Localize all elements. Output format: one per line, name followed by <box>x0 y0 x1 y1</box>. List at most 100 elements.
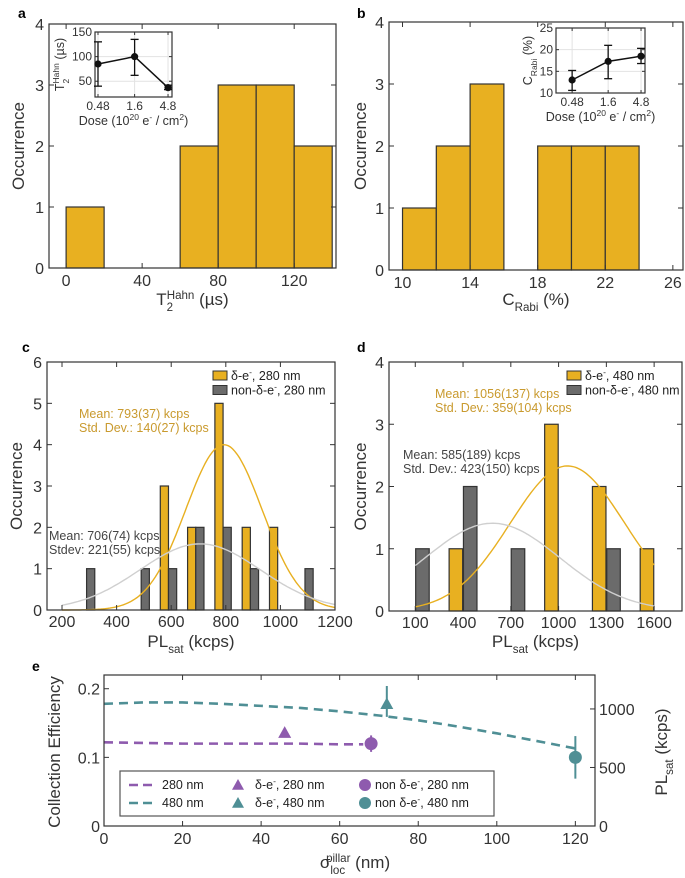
legend-label: δ-e-, 480 nm <box>255 794 325 810</box>
label-part: - <box>628 382 631 392</box>
label-part: δ-e <box>255 778 273 792</box>
label-part: 2 <box>167 302 173 314</box>
x-axis-label: T2Hahn (µs) <box>156 290 228 314</box>
label-part: , 280 nm <box>276 778 325 792</box>
x-axis-label: PLsat (kcps) <box>492 632 579 656</box>
y-axis-label: Occurrence <box>9 102 28 190</box>
y-tick-label: 0.1 <box>78 750 100 767</box>
label-part: sat <box>664 759 676 775</box>
histogram-bar <box>604 145 640 271</box>
label-part: C <box>502 290 514 309</box>
x-axis-label: σlocpillar (nm) <box>320 853 390 877</box>
x-tick-label: 400 <box>103 614 130 631</box>
legend-item: 280 nm <box>129 778 204 792</box>
x-tick-label: 60 <box>331 831 349 848</box>
fit-annotation: Mean: 1056(137) kcps <box>435 387 559 401</box>
label-part: ) <box>651 110 655 124</box>
legend-label: non δ-e-, 480 nm <box>375 794 469 810</box>
legend-swatch <box>212 370 228 381</box>
y-axis-label: Occurrence <box>351 443 370 531</box>
y-tick-label: 3 <box>375 77 384 94</box>
y-tick-label: 0 <box>35 261 44 278</box>
circle-marker <box>359 779 371 791</box>
y-tick-label: 4 <box>375 355 384 372</box>
x-tick-label: 0 <box>100 831 109 848</box>
label-part: Occurrence <box>351 443 370 531</box>
histogram-bar <box>186 526 197 611</box>
legend-item: non δ-e-, 480 nm <box>359 794 469 810</box>
label-part: pillar <box>326 853 351 865</box>
panel-d: 100 400 700 1000 1300 1600 0 1 2 3 4 PLsat (kcps) Oc… <box>351 355 683 656</box>
label-part: δ-e <box>585 369 603 383</box>
label-part: non-δ-e <box>585 384 628 398</box>
label-part: - <box>417 794 420 804</box>
gaussian-fit-curve <box>415 465 655 608</box>
inset-x-tick-label: 4.8 <box>633 95 650 109</box>
legend-item: δ-e-, 480 nm <box>566 367 655 383</box>
inset-y-tick-label: 150 <box>72 25 92 39</box>
label-part: Dose (10 <box>546 110 597 124</box>
legend-swatch <box>566 370 582 381</box>
right-y-axis-label: PLsat (kcps) <box>652 708 676 795</box>
triangle-marker <box>232 797 244 808</box>
model-curve <box>103 701 576 750</box>
inset-x-tick-label: 1.6 <box>600 95 617 109</box>
label-part: loc <box>330 865 345 877</box>
x-tick-label: 14 <box>461 275 479 292</box>
model-curve <box>103 740 364 746</box>
label-part: - <box>149 112 152 122</box>
x-tick-label: 22 <box>596 275 614 292</box>
x-tick-label: 100 <box>483 831 510 848</box>
inset-y-tick-label: 15 <box>540 64 554 78</box>
label-part: , 280 nm <box>420 778 469 792</box>
inset-x-tick-label: 1.6 <box>126 99 143 113</box>
y-tick-label: 1 <box>375 542 384 559</box>
label-part: Occurrence <box>7 442 26 530</box>
legend-label: non δ-e-, 280 nm <box>375 776 469 792</box>
x-tick-label: 800 <box>212 614 239 631</box>
y-tick-label: 2 <box>35 139 44 156</box>
triangle-marker <box>278 726 292 738</box>
label-part: non δ-e <box>375 796 417 810</box>
axes-box <box>103 674 596 827</box>
label-part: PL <box>652 775 671 796</box>
label-part: - <box>273 794 276 804</box>
label-part: δ-e <box>231 369 249 383</box>
x-axis-label: PLsat (kcps) <box>147 632 234 656</box>
legend-box <box>119 770 495 817</box>
x-tick-label: 40 <box>252 831 270 848</box>
x-tick-label: 0 <box>62 273 71 290</box>
gaussian-fit-curve <box>61 543 336 606</box>
y-tick-label: 2 <box>375 139 384 156</box>
x-tick-label: 200 <box>49 614 76 631</box>
label-part: 20 <box>596 108 606 118</box>
x-tick-label: 1000 <box>263 614 299 631</box>
y-axis-label: Occurrence <box>351 102 370 190</box>
circle-marker <box>359 797 371 809</box>
panel-label-d: d <box>357 339 366 355</box>
label-part: Hahn <box>167 290 195 302</box>
label-part: (µs) <box>194 290 228 309</box>
label-part: e <box>139 114 149 128</box>
label-part: - <box>417 776 420 786</box>
label-part: δ-e <box>255 796 273 810</box>
y-tick-label: 4 <box>33 438 42 455</box>
label-part: C <box>521 76 535 85</box>
y-tick-label: 0 <box>33 603 42 620</box>
legend-item: δ-e-, 280 nm <box>212 367 301 383</box>
x-tick-label: 1000 <box>541 615 577 632</box>
histogram-bar <box>179 145 219 269</box>
panel-c: 200 400 600 800 1000 1200 0 1 2 3 4 5 6 PLsat (kcps) O… <box>7 355 353 656</box>
inset-x-tick-label: 0.48 <box>86 99 110 113</box>
label-part: (kcps) <box>184 632 235 651</box>
histogram-bar <box>304 568 314 611</box>
inset-y-axis-label: CRabi (%) <box>521 36 539 85</box>
inset-y-tick-label: 25 <box>540 21 554 35</box>
x-tick-label: 600 <box>158 614 185 631</box>
inset-y-tick-label: 20 <box>540 43 554 57</box>
legend-item: 480 nm <box>129 796 204 810</box>
inset-x-axis-label: Dose (1020 e- / cm2) <box>79 112 188 128</box>
histogram-bar <box>591 485 607 612</box>
